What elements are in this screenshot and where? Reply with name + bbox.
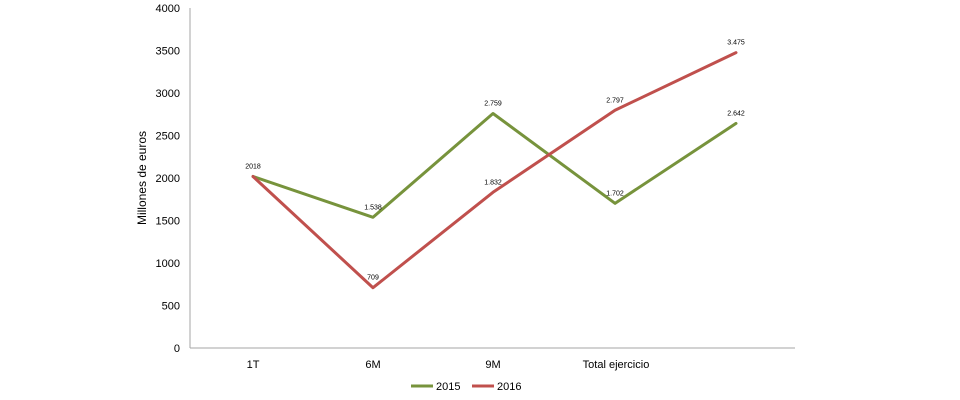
series-line-2015 [251, 111, 738, 219]
y-tick-label: 3500 [156, 46, 180, 58]
data-label-2016: 3.475 [727, 40, 745, 47]
y-tick-labels: 0 500 1000 1500 2000 2500 3000 3500 4000 [156, 3, 180, 355]
y-tick-label: 4000 [156, 3, 180, 15]
x-tick-label: 9M [485, 359, 500, 371]
data-label-2015: 2018 [245, 163, 261, 170]
chart-legend: 2015 2016 [411, 381, 521, 393]
y-tick-label: 3000 [156, 88, 180, 100]
legend-label-2016: 2016 [497, 381, 521, 393]
data-labels: 2018 1.538 2.759 1.702 2.642 709 1.832 2.797 3.4… [245, 40, 745, 282]
x-tick-label: Total ejercicio [583, 359, 650, 371]
data-label-2015: 2.759 [484, 100, 502, 107]
x-tick-labels: 1T 6M 9M Total ejercicio [247, 359, 650, 371]
x-tick-label: 6M [365, 359, 380, 371]
series-lines [251, 51, 738, 290]
data-label-2016: 709 [367, 275, 379, 282]
y-tick-label: 1500 [156, 216, 180, 228]
y-tick-label: 2500 [156, 131, 180, 143]
legend-label-2015: 2015 [436, 381, 460, 393]
y-tick-label: 2000 [156, 173, 180, 185]
series-line-2016 [251, 51, 738, 290]
y-tick-label: 500 [162, 301, 180, 313]
data-label-2015: 1.538 [364, 204, 382, 211]
data-label-2015: 1.702 [606, 190, 624, 197]
data-label-2015: 2.642 [727, 110, 745, 117]
y-axis-title: Millones de euros [135, 131, 149, 225]
x-tick-label: 1T [247, 359, 260, 371]
data-label-2016: 1.832 [484, 179, 502, 186]
chart-axes [189, 8, 795, 349]
y-tick-label: 0 [174, 343, 180, 355]
y-tick-label: 1000 [156, 258, 180, 270]
data-label-2016: 2.797 [606, 97, 624, 104]
